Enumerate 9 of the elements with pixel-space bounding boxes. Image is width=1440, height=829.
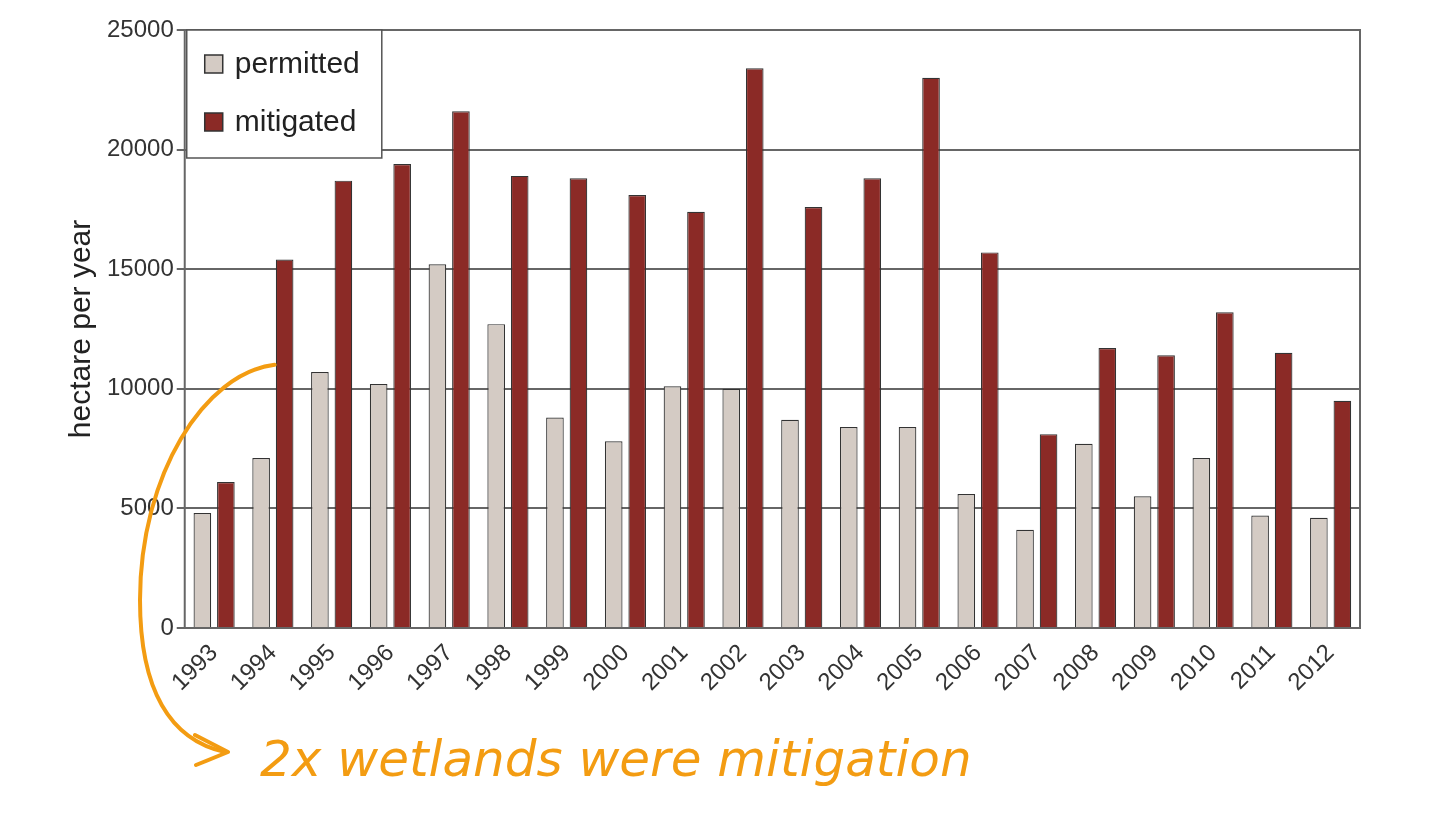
- y-tick-label: 25000: [106, 14, 174, 42]
- y-axis-title: hectare per year: [63, 219, 97, 439]
- y-tick-label: 15000: [106, 253, 174, 281]
- annotation: 2x wetlands were mitigation: [260, 730, 972, 788]
- y-tick-label: 20000: [106, 134, 174, 162]
- y-tick-label: 0: [160, 612, 174, 640]
- legend-label: mitigated: [234, 104, 357, 138]
- legend-label: permitted: [234, 46, 360, 80]
- y-tick-label: 10000: [106, 373, 174, 401]
